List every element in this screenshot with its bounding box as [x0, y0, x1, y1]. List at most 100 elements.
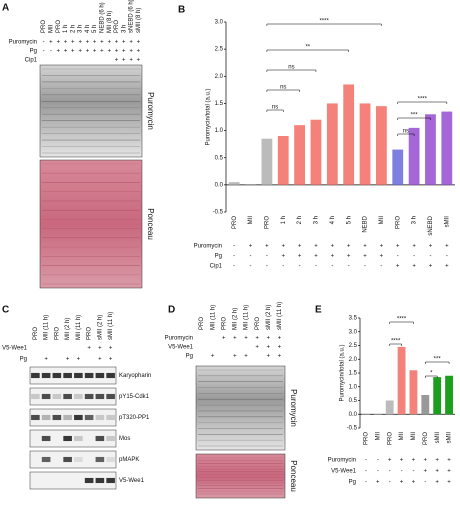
condition-sign: +: [137, 58, 141, 64]
condition-sign: +: [44, 357, 48, 363]
blot-label: Mos: [119, 436, 130, 442]
condition-sign: -: [282, 264, 284, 270]
significance-bracket: [425, 375, 438, 378]
blot-label: pY15-Cdk1: [119, 394, 150, 400]
condition-label: Puromycin: [9, 40, 37, 46]
condition-sign: +: [93, 49, 97, 55]
y-axis-label: Puromycin/total (a.u.): [206, 88, 212, 145]
blot-label: Karyopharin: [119, 373, 151, 379]
blot-label: pMAPK: [119, 457, 139, 463]
condition-sign: -: [365, 469, 367, 475]
lane-label: 5 h: [92, 25, 98, 33]
lane-label: PRO: [56, 20, 62, 33]
lane-label: sMII (11 h): [108, 312, 114, 340]
condition-sign: +: [122, 49, 126, 55]
y-tick-label: 0.0: [215, 182, 224, 188]
condition-sign: +: [129, 58, 133, 64]
blot-band: [63, 414, 72, 421]
condition-sign: -: [377, 458, 379, 464]
condition-sign: -: [364, 264, 366, 270]
blot-band: [31, 393, 40, 400]
condition-sign: +: [314, 254, 318, 260]
condition-sign: +: [49, 40, 53, 46]
blot-band: [84, 414, 94, 421]
condition-sign: +: [122, 40, 126, 46]
condition-sign: +: [424, 469, 428, 475]
x-tick-label: MII: [375, 432, 381, 441]
condition-sign: +: [56, 40, 60, 46]
condition-label: Pg: [215, 254, 222, 260]
condition-sign: +: [445, 244, 449, 250]
x-tick-label: sMII: [435, 432, 441, 444]
condition-label: V5-Wee1: [168, 345, 194, 351]
bar: [359, 103, 371, 185]
x-tick-label: 2 h: [297, 216, 303, 224]
lane-label: 2 h: [70, 25, 76, 33]
condition-sign: -: [365, 480, 367, 486]
condition-sign: +: [129, 49, 133, 55]
condition-sign: +: [267, 336, 271, 342]
condition-sign: +: [66, 357, 70, 363]
condition-sign: +: [278, 336, 282, 342]
condition-sign: -: [43, 40, 45, 46]
condition-sign: -: [389, 480, 391, 486]
significance-label: ****: [418, 97, 428, 103]
bar: [277, 136, 289, 185]
significance-bracket: [266, 23, 382, 26]
condition-label: Cip1: [25, 58, 38, 64]
condition-sign: +: [331, 244, 335, 250]
condition-sign: +: [267, 345, 271, 351]
significance-bracket: [266, 69, 317, 72]
lane-label: 4 h: [85, 25, 91, 33]
blot-band: [31, 414, 40, 421]
blot-label: Puromycin: [289, 389, 298, 427]
condition-sign: -: [413, 254, 415, 260]
significance-bracket: [397, 117, 431, 120]
condition-sign: +: [424, 458, 428, 464]
lane-label: PRO: [87, 327, 93, 340]
bar: [441, 111, 453, 185]
blot: [39, 159, 143, 289]
blot-band: [95, 393, 105, 400]
condition-sign: +: [115, 58, 119, 64]
lane-label: PRO: [54, 327, 60, 340]
blot-band: [84, 372, 94, 379]
panel-label: E: [315, 305, 322, 316]
condition-sign: +: [109, 357, 113, 363]
condition-sign: +: [122, 58, 126, 64]
condition-sign: +: [249, 244, 253, 250]
condition-sign: -: [233, 264, 235, 270]
blot-band: [63, 393, 72, 400]
bar: [228, 182, 240, 185]
condition-sign: +: [100, 40, 104, 46]
y-tick-label: 2.0: [349, 357, 358, 363]
y-tick-label: 1.5: [349, 371, 358, 377]
condition-sign: -: [348, 264, 350, 270]
blot: [29, 429, 117, 448]
blot-band: [63, 456, 72, 463]
condition-sign: +: [281, 254, 285, 260]
blot-label: Puromycin: [146, 92, 155, 130]
y-tick-label: 3.0: [349, 329, 358, 335]
significance-label: ns: [280, 85, 286, 91]
panel-label: A: [2, 3, 9, 14]
condition-sign: +: [78, 40, 82, 46]
blot-band: [95, 372, 105, 379]
blot-band: [52, 393, 62, 400]
condition-sign: +: [86, 49, 90, 55]
condition-sign: +: [447, 469, 451, 475]
y-tick-label: 2.5: [215, 47, 224, 53]
blot-band: [52, 414, 62, 421]
condition-sign: +: [71, 40, 75, 46]
condition-label: Cip1: [210, 264, 223, 270]
blot-band: [95, 456, 105, 463]
significance-bracket: [389, 321, 414, 324]
condition-sign: +: [233, 336, 237, 342]
y-tick-label: 0.5: [349, 398, 358, 404]
condition-sign: +: [98, 357, 102, 363]
condition-sign: +: [435, 480, 439, 486]
significance-bracket: [266, 89, 300, 92]
bar: [294, 125, 306, 185]
condition-label: Puromycin: [165, 336, 193, 342]
condition-sign: -: [397, 254, 399, 260]
